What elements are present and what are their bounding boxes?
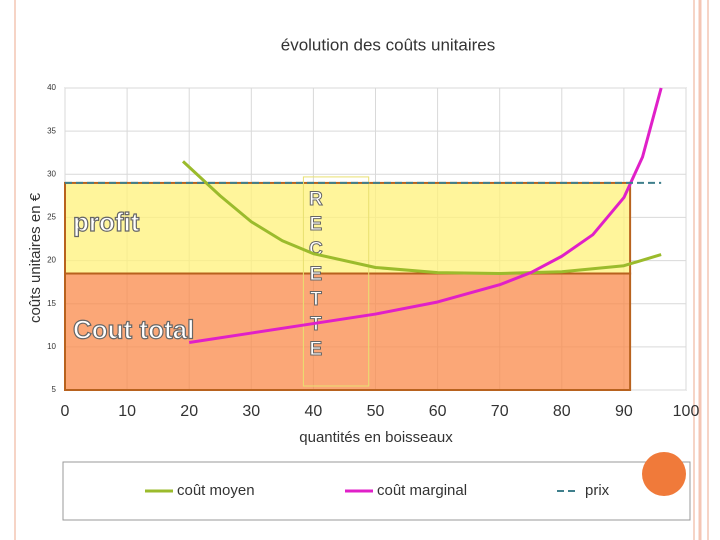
band [302,176,370,387]
series-line [188,87,663,345]
y-tick-label: 5 [52,385,57,394]
area-label: profit [73,207,140,237]
x-tick-label: 0 [61,403,70,420]
y-tick-label: 40 [47,83,56,92]
area [64,272,632,391]
y-tick-label: 15 [47,299,56,308]
x-tick-label: 80 [553,403,571,420]
legend-label: coût moyen [177,482,255,499]
series-line [181,160,662,276]
x-tick-label: 90 [615,403,633,420]
y-tick-label: 25 [47,213,56,222]
x-tick-label: 40 [305,403,323,420]
y-tick-label: 20 [47,256,56,265]
x-tick-label: 20 [180,403,198,420]
x-tick-label: 60 [429,403,447,420]
y-tick-label: 35 [47,126,56,135]
decor-circle [642,452,686,496]
x-tick-label: 70 [491,403,509,420]
legend-label: coût marginal [377,482,467,499]
area [64,181,632,275]
band-label: RECETTE [305,189,326,364]
legend-label: prix [585,482,610,499]
x-tick-label: 10 [118,403,136,420]
y-tick-label: 30 [47,169,56,178]
x-axis-label: quantités en boisseaux [299,429,453,446]
chart-title: évolution des coûts unitaires [281,35,496,54]
area-label: Cout total [73,315,194,345]
x-tick-label: 30 [242,403,260,420]
y-axis-label: coûts unitaires en € [27,192,44,323]
y-tick-label: 10 [47,342,56,351]
x-tick-label: 100 [673,403,700,420]
x-tick-label: 50 [367,403,385,420]
